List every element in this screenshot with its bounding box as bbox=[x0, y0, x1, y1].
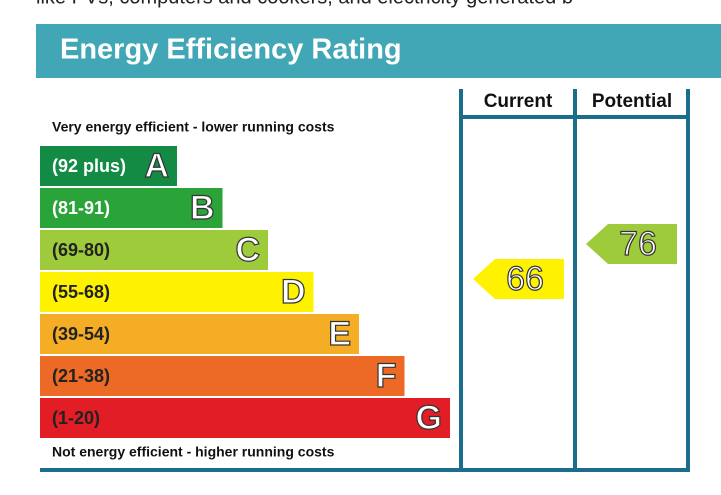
top-label: Very energy efficient - lower running co… bbox=[52, 119, 335, 135]
band bbox=[40, 272, 314, 312]
band bbox=[40, 314, 359, 354]
header-text: like PVs, computers and cookers, and ele… bbox=[36, 0, 573, 8]
band-range: (69-80) bbox=[52, 240, 110, 260]
band bbox=[40, 356, 405, 396]
band-range: (81-91) bbox=[52, 198, 110, 218]
rating-value: 66 bbox=[506, 260, 544, 298]
band-letter: C bbox=[235, 231, 260, 269]
title-bar bbox=[36, 24, 721, 78]
band-letter: B bbox=[190, 189, 215, 227]
column-header: Potential bbox=[592, 91, 672, 112]
band bbox=[40, 146, 177, 186]
band-letter: F bbox=[376, 357, 397, 395]
rating-arrow bbox=[586, 224, 677, 264]
band bbox=[40, 398, 450, 438]
column-header: Current bbox=[484, 91, 553, 112]
frame bbox=[40, 89, 690, 472]
band-range: (55-68) bbox=[52, 282, 110, 302]
band-range: (1-20) bbox=[52, 408, 100, 428]
chart-title: Energy Efficiency Rating bbox=[60, 34, 402, 66]
band-letter: D bbox=[281, 273, 306, 311]
band-range: (21-38) bbox=[52, 366, 110, 386]
rating-arrow bbox=[473, 259, 564, 299]
band-letter: A bbox=[144, 147, 169, 185]
band-range: (92 plus) bbox=[52, 156, 126, 176]
band-letter: G bbox=[416, 399, 442, 437]
band-range: (39-54) bbox=[52, 324, 110, 344]
bottom-label: Not energy efficient - higher running co… bbox=[52, 444, 335, 460]
band bbox=[40, 188, 223, 228]
rating-value: 76 bbox=[619, 225, 657, 263]
band-letter: E bbox=[328, 315, 351, 353]
band bbox=[40, 230, 268, 270]
